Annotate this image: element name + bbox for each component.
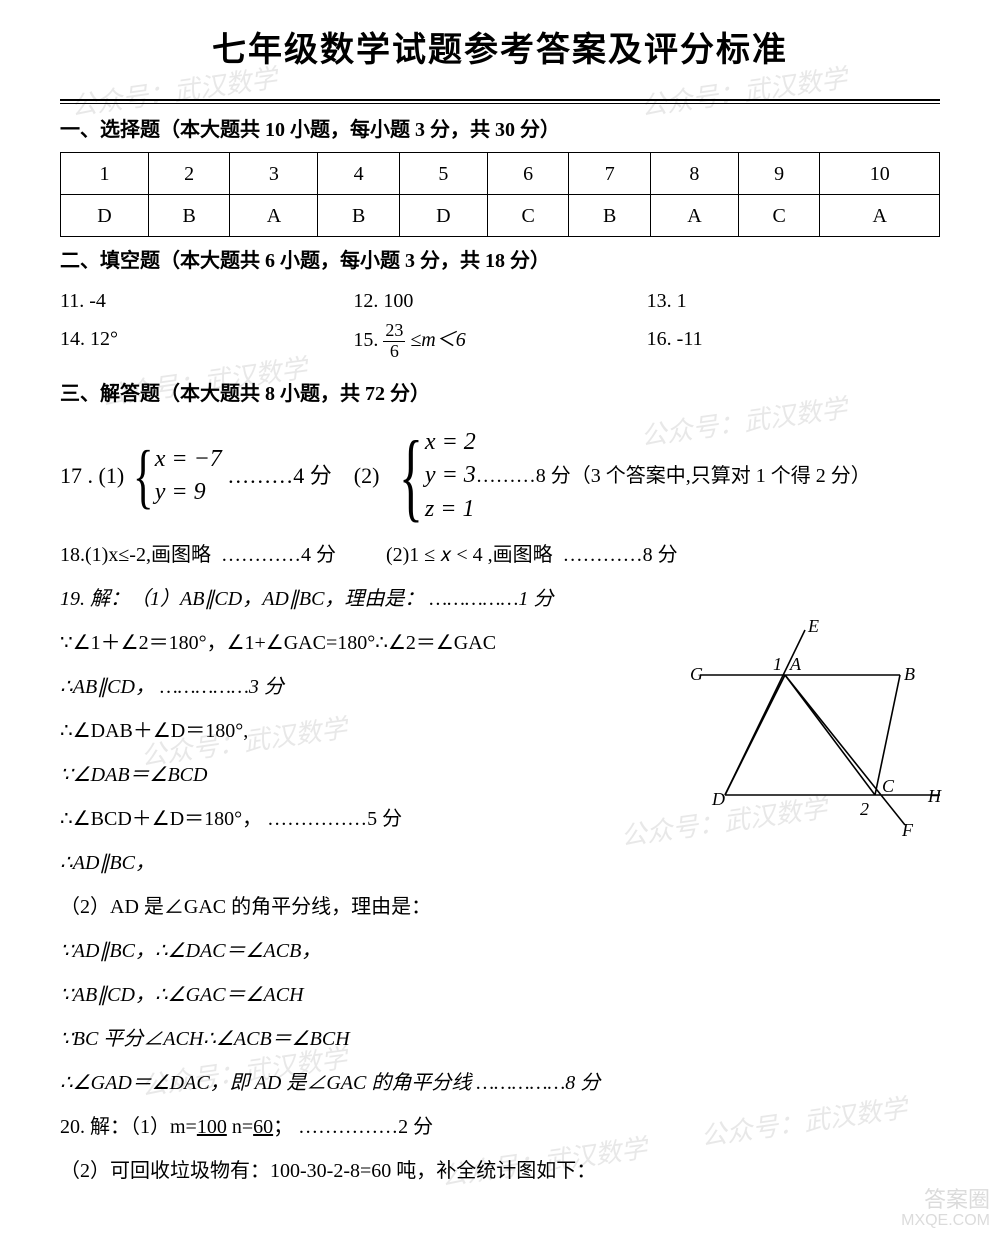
q17-sys2: x = 2 y = 3 z = 1	[425, 426, 476, 527]
table-cell: B	[318, 195, 400, 237]
table-cell: 3	[230, 153, 318, 195]
table-cell: B	[569, 195, 651, 237]
q19-line: ∴AD∥BC，	[60, 845, 940, 881]
q17-sys1: x = −7 y = 9	[155, 443, 222, 510]
q19-line: ∴∠GAD＝∠DAC，即 AD 是∠GAC 的角平分线 ……………8 分	[60, 1065, 940, 1101]
q15-suffix: ≤m＜6	[410, 329, 465, 351]
q12: 12. 100	[353, 283, 646, 319]
q19-line: ∵AD∥BC，∴∠DAC＝∠ACB，	[60, 933, 940, 969]
title-rule	[60, 99, 940, 104]
table-cell: 7	[569, 153, 651, 195]
table-cell: C	[487, 195, 569, 237]
q14: 14. 12°	[60, 321, 353, 362]
table-cell: C	[738, 195, 820, 237]
q19-line: ∴AB∥CD， ……………3 分	[60, 669, 940, 705]
brace-icon: {	[399, 431, 423, 521]
corner-watermark: 答案圈 MXQE.COM	[901, 1188, 990, 1230]
choice-table: 12345678910 DBABDCBACA	[60, 152, 940, 237]
proof-block: 18.(1)x≤-2,画图略 …………4 分 (2)1 ≤ 𝑥 < 4 ,画图略…	[60, 537, 940, 1189]
table-cell: A	[820, 195, 940, 237]
table-cell: 4	[318, 153, 400, 195]
section1-header: 一、选择题（本大题共 10 小题，每小题 3 分，共 30 分）	[60, 112, 940, 148]
section3-header: 三、解答题（本大题共 8 小题，共 72 分）	[60, 376, 940, 412]
q19-line: ∴∠BCD＋∠D＝180°， ……………5 分	[60, 801, 940, 837]
q17-pts2: ………8 分（3 个答案中,只算对 1 个得 2 分）	[476, 458, 871, 494]
table-cell: 9	[738, 153, 820, 195]
q20-line2: （2）可回收垃圾物有：100-30-2-8=60 吨，补全统计图如下：	[60, 1153, 940, 1189]
table-cell: D	[399, 195, 487, 237]
q11: 11. -4	[60, 283, 353, 319]
q19-line: （2）AD 是∠GAC 的角平分线，理由是：	[60, 889, 940, 925]
q17: 17 . (1) { x = −7 y = 9 ………4 分 (2) { x =…	[60, 426, 940, 527]
table-cell: A	[650, 195, 738, 237]
table-cell: A	[230, 195, 318, 237]
table-cell: D	[61, 195, 149, 237]
q15-fraction: 236	[383, 321, 405, 362]
q19-line: ∴∠DAB＋∠D＝180°,	[60, 713, 940, 749]
q18: 18.(1)x≤-2,画图略 …………4 分 (2)1 ≤ 𝑥 < 4 ,画图略…	[60, 537, 940, 573]
q15: 15. 236 ≤m＜6	[353, 321, 646, 362]
q19-line: 19. 解：（1）AB∥CD，AD∥BC，理由是： ……………1 分	[60, 581, 940, 617]
q19-line: ∵AB∥CD，∴∠GAC＝∠ACH	[60, 977, 940, 1013]
table-cell: 6	[487, 153, 569, 195]
table-cell: 2	[148, 153, 230, 195]
q13: 13. 1	[647, 283, 940, 319]
brace-icon: {	[133, 444, 154, 509]
q15-prefix: 15.	[353, 329, 383, 351]
q17-label: 17 . (1)	[60, 456, 124, 496]
table-cell: 10	[820, 153, 940, 195]
q20-line1: 20. 解：（1）m=100 n=60； ……………2 分	[60, 1109, 940, 1145]
page-title: 七年级数学试题参考答案及评分标准	[60, 20, 940, 81]
table-cell: 1	[61, 153, 149, 195]
section2-header: 二、填空题（本大题共 6 小题，每小题 3 分，共 18 分）	[60, 243, 940, 279]
q19-line: ∵∠DAB＝∠BCD	[60, 757, 940, 793]
table-cell: B	[148, 195, 230, 237]
table-cell: 5	[399, 153, 487, 195]
q19-line: ∵∠1＋∠2＝180°，∠1+∠GAC=180°∴∠2＝∠GAC	[60, 625, 940, 661]
q17-pts1: ………4 分 (2)	[222, 456, 385, 496]
q19-line: ∵BC 平分∠ACH∴∠ACB＝∠BCH	[60, 1021, 940, 1057]
table-cell: 8	[650, 153, 738, 195]
q16: 16. -11	[647, 321, 940, 362]
